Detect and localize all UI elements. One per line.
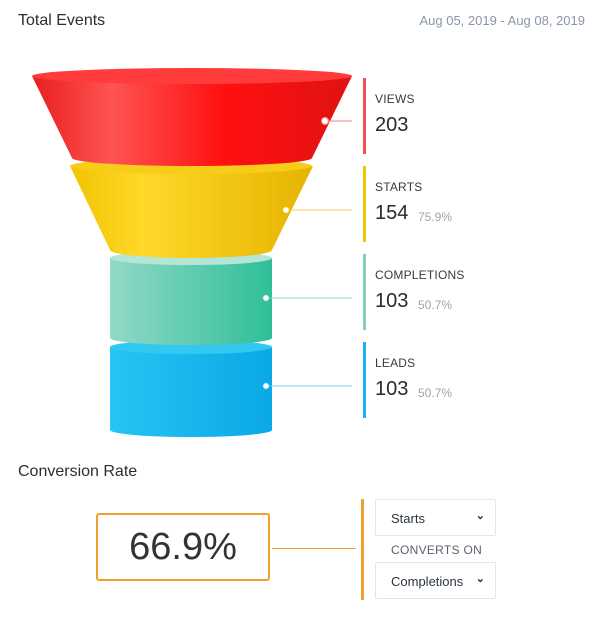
- stage-leads: LEADS 103 50.7%: [363, 342, 563, 418]
- stage-views-bar: [363, 78, 366, 154]
- stage-completions-value: 103: [375, 290, 409, 312]
- stage-starts: STARTS 154 75.9%: [363, 166, 563, 242]
- total-events-title: Total Events: [18, 12, 106, 29]
- stage-completions-percent: 50.7%: [418, 298, 453, 312]
- funnel-segment-completions: [110, 251, 272, 345]
- stage-views: VIEWS 203: [363, 78, 563, 154]
- connector-leads: [261, 381, 352, 391]
- funnel-segment-views: [32, 68, 352, 166]
- stage-completions-bar: [363, 254, 366, 330]
- stage-starts-bar: [363, 166, 366, 242]
- converts-on-label: CONVERTS ON: [391, 543, 483, 557]
- funnel-segment-starts: [70, 158, 313, 258]
- stage-leads-bar: [363, 342, 366, 418]
- to-stage-select-value: Completions: [391, 574, 464, 589]
- connector-completions: [261, 293, 352, 303]
- stage-leads-percent: 50.7%: [418, 386, 453, 400]
- conversion-accent-bar: [361, 499, 364, 600]
- to-stage-select[interactable]: Completions ⌄: [375, 562, 496, 599]
- stage-starts-label: STARTS: [375, 180, 423, 194]
- from-stage-select-value: Starts: [391, 511, 425, 526]
- stage-leads-label: LEADS: [375, 356, 416, 370]
- connector-views: [320, 116, 352, 126]
- conversion-connector: [272, 548, 356, 549]
- stage-leads-value: 103: [375, 378, 409, 400]
- from-stage-select[interactable]: Starts ⌄: [375, 499, 496, 536]
- date-range: Aug 05, 2019 - Aug 08, 2019: [419, 13, 585, 28]
- chevron-down-icon: ⌄: [475, 510, 485, 522]
- stage-views-value: 203: [375, 114, 409, 136]
- chevron-down-icon: ⌄: [475, 573, 485, 585]
- conversion-rate-title: Conversion Rate: [18, 463, 138, 480]
- stage-starts-value: 154: [375, 202, 409, 224]
- stage-starts-percent: 75.9%: [418, 210, 453, 224]
- funnel-segment-leads: [110, 340, 272, 437]
- connector-starts: [281, 205, 352, 215]
- conversion-rate-value: 66.9%: [96, 513, 270, 581]
- stage-completions-label: COMPLETIONS: [375, 268, 465, 282]
- stage-views-label: VIEWS: [375, 92, 415, 106]
- funnel-chart: [32, 68, 352, 437]
- stage-completions: COMPLETIONS 103 50.7%: [363, 254, 563, 330]
